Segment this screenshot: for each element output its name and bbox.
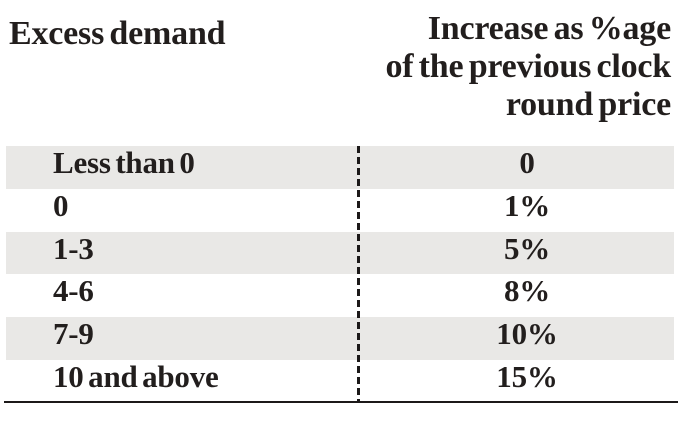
increase-cell: 8% (503, 273, 551, 309)
table-row: 10 and above 15% (6, 360, 674, 403)
increase-cell: 0 (519, 145, 535, 180)
column-header-increase-line-1: Increase as %age (427, 10, 671, 47)
increase-cell: 15% (496, 359, 558, 395)
increase-cell: 5% (503, 230, 551, 266)
column-divider-dashed-line (357, 146, 360, 403)
table-row: Less than 0 0 (6, 146, 674, 189)
excess-demand-cell: 7-9 (53, 316, 94, 352)
excess-demand-cell: 10 and above (53, 359, 219, 395)
column-header-excess-demand: Excess demand (9, 15, 226, 52)
column-header-increase-line-2: of the previous clock (385, 48, 671, 85)
excess-demand-cell: 4-6 (53, 273, 94, 309)
table-row: 4-6 8% (6, 274, 674, 317)
excess-demand-cell: Less than 0 (53, 145, 195, 180)
column-header-increase: Increase as %age of the previous clock r… (385, 10, 671, 124)
column-header-increase-line-3: round price (505, 86, 671, 123)
table-body: Less than 0 0 0 1% 1-3 5% 4-6 8% 7-9 10%… (6, 146, 674, 403)
excess-demand-cell: 1-3 (53, 230, 94, 266)
bottom-rule (4, 401, 678, 403)
table-row: 0 1% (6, 189, 674, 232)
increase-cell: 10% (496, 316, 558, 352)
table-row: 1-3 5% (6, 230, 674, 275)
increase-cell: 1% (503, 187, 551, 223)
excess-demand-cell: 0 (53, 187, 69, 223)
table-row: 7-9 10% (6, 316, 674, 361)
